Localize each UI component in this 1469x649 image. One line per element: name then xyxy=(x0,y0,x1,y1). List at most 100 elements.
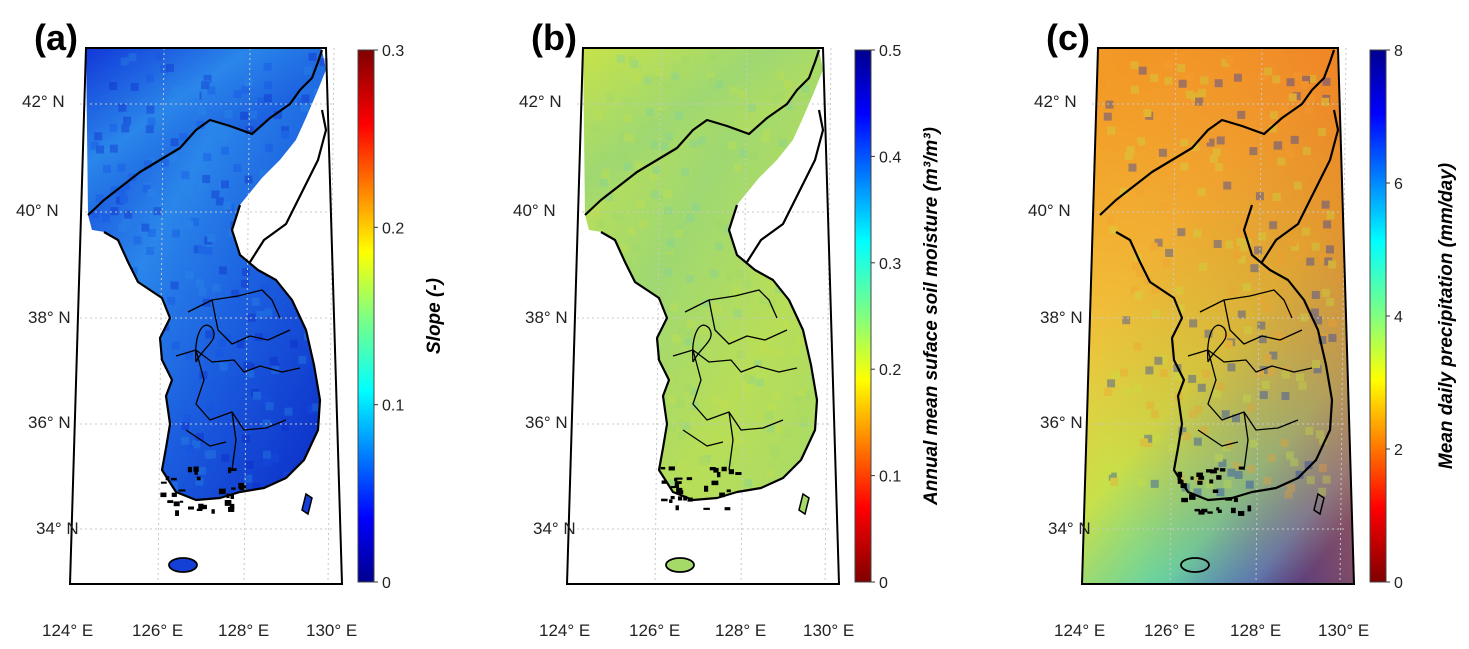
panel-label: (b) xyxy=(531,17,577,58)
peninsula-field xyxy=(585,50,823,500)
panel-label: (c) xyxy=(1046,17,1090,58)
lat-tick-label: 38° N xyxy=(28,308,71,327)
east-coast-north xyxy=(746,109,825,263)
lon-tick-label: 130° E xyxy=(306,621,357,640)
province-border xyxy=(1207,324,1227,363)
lon-tick-label: 128° E xyxy=(1230,621,1281,640)
lat-tick-label: 38° N xyxy=(1040,308,1083,327)
colorbar-tick-label: 8 xyxy=(1394,43,1403,60)
lon-tick-label: 124° E xyxy=(539,621,590,640)
lat-tick-label: 36° N xyxy=(28,413,71,432)
lat-tick-label: 42° N xyxy=(22,92,65,111)
province-border xyxy=(1207,349,1299,431)
colorbar-title: Slope (-) xyxy=(424,278,445,354)
lat-tick-label: 40° N xyxy=(513,201,556,220)
colorbar-tick-label: 0.1 xyxy=(879,469,901,486)
lat-tick-label: 34° N xyxy=(1048,519,1091,538)
northern-border xyxy=(584,49,821,216)
province-border xyxy=(211,299,291,345)
lon-tick-label: 124° E xyxy=(42,621,93,640)
lat-tick-label: 34° N xyxy=(36,519,79,538)
province-border xyxy=(195,349,287,431)
tsushima-island xyxy=(1313,492,1325,516)
precip-north-field xyxy=(1082,48,1354,584)
province-border xyxy=(1197,429,1239,447)
lat-tick-label: 42° N xyxy=(1034,92,1077,111)
colorbar-tick-label: 0.2 xyxy=(879,362,901,379)
lat-tick-label: 38° N xyxy=(525,308,568,327)
northern-border xyxy=(1099,49,1336,216)
colorbar-tick-label: 4 xyxy=(1394,309,1403,326)
sea-mask xyxy=(70,60,342,584)
jeju-island xyxy=(168,557,198,573)
lat-tick-label: 40° N xyxy=(1028,201,1071,220)
lat-tick-label: 36° N xyxy=(1040,413,1083,432)
lon-tick-label: 124° E xyxy=(1054,621,1105,640)
map-frame xyxy=(68,47,344,585)
province-border xyxy=(692,349,784,431)
province-border xyxy=(1223,299,1303,345)
panel-label: (a) xyxy=(34,17,78,58)
colorbar-tick-label: 0.5 xyxy=(879,43,901,60)
lat-tick-label: 42° N xyxy=(519,92,562,111)
lat-tick-label: 36° N xyxy=(525,413,568,432)
colorbar-tick-label: 0 xyxy=(879,575,888,592)
colorbar-tick-label: 0.2 xyxy=(382,220,404,237)
province-border xyxy=(175,349,301,373)
colorbar-title: Annual mean suface soil moisture (m³/m³) xyxy=(921,127,942,506)
sea-mask xyxy=(567,60,839,584)
lat-tick-label: 34° N xyxy=(533,519,576,538)
archipelago xyxy=(660,466,742,511)
tsushima-island xyxy=(301,492,313,516)
lon-tick-label: 126° E xyxy=(132,621,183,640)
northern-border xyxy=(87,49,324,216)
jeju-island xyxy=(1180,557,1210,573)
colorbar-tick-label: 0.1 xyxy=(382,398,404,415)
province-border xyxy=(195,324,215,363)
map-panel-c: (c) 42° N 40° N 38° N 36° N 34° N 124° E 126° E… xyxy=(1028,17,1457,640)
province-border xyxy=(682,429,724,447)
province-border xyxy=(684,289,778,319)
province-border xyxy=(708,299,788,345)
colorbar-tick-label: 6 xyxy=(1394,176,1403,193)
province-border xyxy=(1243,411,1249,471)
colorbar-title: Mean daily precipitation (mm/day) xyxy=(1436,163,1457,469)
province-border xyxy=(231,411,237,471)
map-frame xyxy=(565,47,841,585)
province-border xyxy=(672,349,798,373)
peninsula-field xyxy=(88,50,326,500)
peninsula-coastline xyxy=(103,204,322,502)
map-panel-a: (a) 42° N 40° N 38° N 36° N 34° N 124° E 126° E… xyxy=(16,17,445,640)
colorbar xyxy=(357,49,375,583)
peninsula-coastline xyxy=(600,204,819,502)
province-border xyxy=(1187,349,1313,373)
northern-land-field xyxy=(583,48,819,215)
colorbar-tick-label: 0 xyxy=(382,575,391,592)
colorbar xyxy=(854,49,872,583)
east-coast-north xyxy=(1261,109,1340,263)
map-frame xyxy=(1080,47,1356,585)
peninsula-coastline xyxy=(1115,204,1334,502)
province-border xyxy=(1199,289,1293,319)
province-border xyxy=(728,411,734,471)
tsushima-island xyxy=(798,492,810,516)
colorbar-tick-label: 0.3 xyxy=(382,43,404,60)
colorbar-tick-label: 0.3 xyxy=(879,256,901,273)
colorbar-tick-label: 0.4 xyxy=(879,149,901,166)
jeju-island xyxy=(665,557,695,573)
graticule xyxy=(80,47,335,585)
lon-tick-label: 126° E xyxy=(1144,621,1195,640)
northern-land-field xyxy=(86,48,322,215)
province-border xyxy=(185,429,227,447)
colorbar-tick-label: 0 xyxy=(1394,575,1403,592)
lon-tick-label: 130° E xyxy=(1318,621,1369,640)
lon-tick-label: 128° E xyxy=(218,621,269,640)
lon-tick-label: 126° E xyxy=(629,621,680,640)
colorbar xyxy=(1369,49,1387,583)
lon-tick-label: 128° E xyxy=(715,621,766,640)
colorbar-tick-label: 2 xyxy=(1394,442,1403,459)
province-border xyxy=(692,324,712,363)
lon-tick-label: 130° E xyxy=(803,621,854,640)
province-border xyxy=(187,289,281,319)
